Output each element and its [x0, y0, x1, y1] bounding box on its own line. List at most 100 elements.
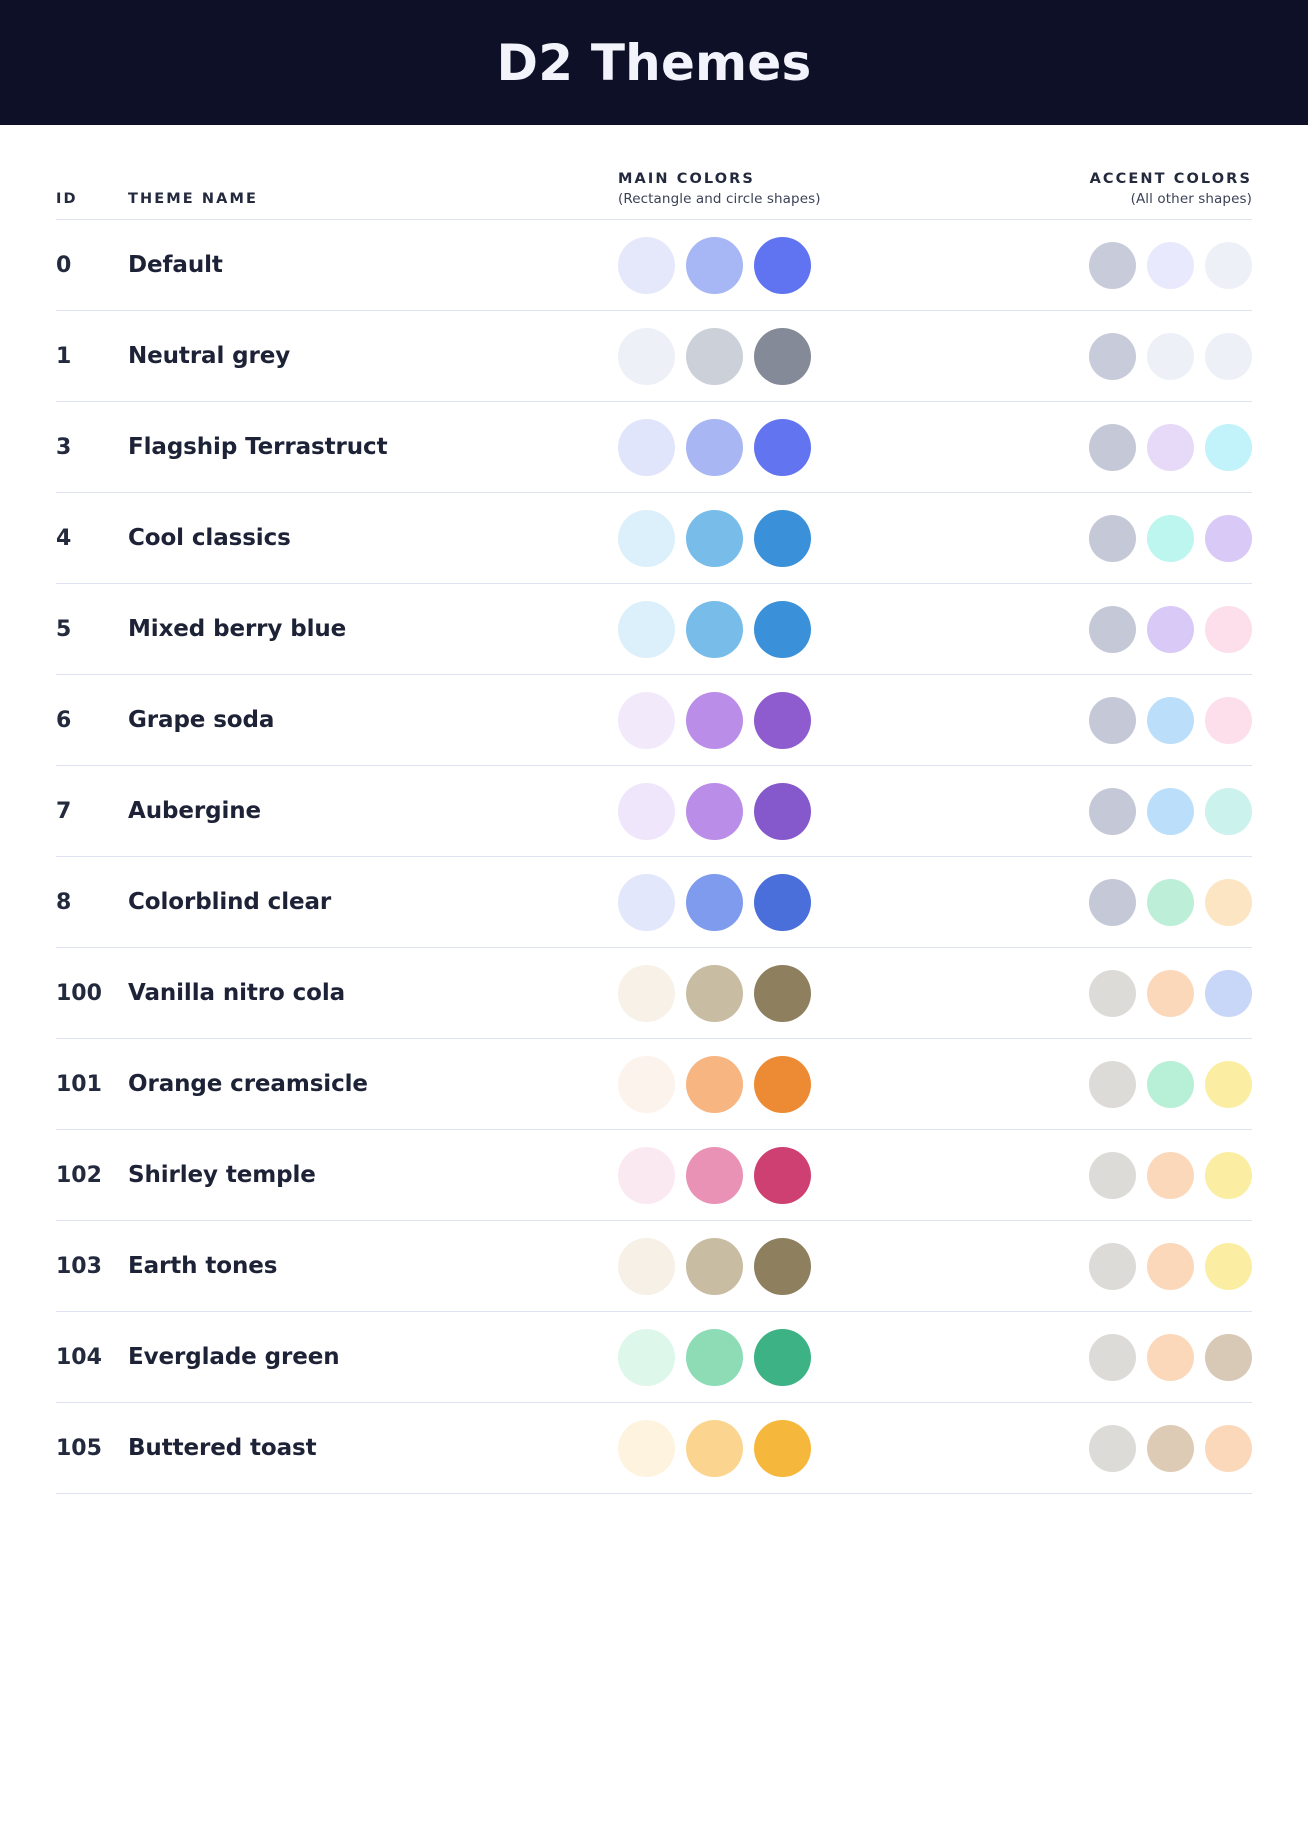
main-color-swatch-1: [618, 327, 675, 385]
main-color-swatch-3: [754, 236, 811, 294]
accent-colors-swatches: [918, 241, 1252, 289]
theme-id: 8: [56, 889, 72, 915]
accent-color-swatch-1: [1089, 1060, 1136, 1108]
accent-color-swatch-2: [1147, 787, 1194, 835]
page-title: D2 Themes: [496, 33, 812, 92]
main-colors-swatches: [618, 1237, 918, 1295]
column-header-accent-colors: ACCENT COLORS: [1089, 171, 1252, 187]
table-row: 105 Buttered toast: [56, 1403, 1252, 1494]
main-color-swatch-3: [754, 782, 811, 840]
theme-name: Everglade green: [128, 1344, 340, 1370]
table-row: 8 Colorblind clear: [56, 857, 1252, 948]
table-row: 7 Aubergine: [56, 766, 1252, 857]
main-color-swatch-3: [754, 327, 811, 385]
accent-colors-swatches: [918, 696, 1252, 744]
theme-name: Mixed berry blue: [128, 616, 347, 642]
theme-id: 3: [56, 434, 72, 460]
theme-id: 6: [56, 707, 72, 733]
main-colors-swatches: [618, 1419, 918, 1477]
accent-color-swatch-1: [1089, 423, 1136, 471]
main-colors-swatches: [618, 1055, 918, 1113]
accent-color-swatch-2: [1147, 605, 1194, 653]
main-color-swatch-3: [754, 964, 811, 1022]
accent-color-swatch-1: [1089, 1333, 1136, 1381]
main-color-swatch-3: [754, 691, 811, 749]
table-row: 101 Orange creamsicle: [56, 1039, 1252, 1130]
accent-color-swatch-3: [1205, 1060, 1252, 1108]
theme-id: 7: [56, 798, 72, 824]
theme-id: 5: [56, 616, 72, 642]
table-row: 100 Vanilla nitro cola: [56, 948, 1252, 1039]
main-color-swatch-2: [686, 236, 743, 294]
theme-id: 103: [56, 1253, 102, 1279]
accent-color-swatch-3: [1205, 241, 1252, 289]
accent-colors-swatches: [918, 1333, 1252, 1381]
column-header-main-colors-wrap: MAIN COLORS (Rectangle and circle shapes…: [618, 171, 918, 207]
theme-name: Default: [128, 252, 223, 278]
main-color-swatch-1: [618, 1419, 675, 1477]
column-header-accent-colors-subtitle: (All other shapes): [1130, 191, 1252, 207]
main-color-swatch-1: [618, 600, 675, 658]
main-color-swatch-1: [618, 1146, 675, 1204]
theme-name: Neutral grey: [128, 343, 291, 369]
main-color-swatch-2: [686, 782, 743, 840]
accent-color-swatch-3: [1205, 1333, 1252, 1381]
accent-color-swatch-2: [1147, 878, 1194, 926]
accent-color-swatch-3: [1205, 878, 1252, 926]
accent-color-swatch-3: [1205, 1242, 1252, 1290]
theme-name: Buttered toast: [128, 1435, 317, 1461]
main-color-swatch-1: [618, 964, 675, 1022]
main-color-swatch-2: [686, 418, 743, 476]
main-colors-swatches: [618, 600, 918, 658]
main-colors-swatches: [618, 418, 918, 476]
accent-color-swatch-3: [1205, 696, 1252, 744]
theme-id: 4: [56, 525, 72, 551]
column-header-theme-name: THEME NAME: [128, 191, 259, 207]
main-color-swatch-2: [686, 1237, 743, 1295]
main-colors-swatches: [618, 236, 918, 294]
accent-color-swatch-1: [1089, 241, 1136, 289]
theme-name: Grape soda: [128, 707, 275, 733]
table-row: 0 Default: [56, 220, 1252, 311]
table-row: 104 Everglade green: [56, 1312, 1252, 1403]
theme-name: Aubergine: [128, 798, 262, 824]
accent-colors-swatches: [918, 514, 1252, 562]
accent-colors-swatches: [918, 1060, 1252, 1108]
accent-color-swatch-2: [1147, 423, 1194, 471]
accent-colors-swatches: [918, 1151, 1252, 1199]
accent-color-swatch-1: [1089, 332, 1136, 380]
column-header-id-wrap: ID: [56, 191, 128, 207]
column-header-id: ID: [56, 191, 78, 207]
accent-color-swatch-1: [1089, 605, 1136, 653]
column-header-accent-colors-wrap: ACCENT COLORS (All other shapes): [918, 171, 1252, 207]
main-color-swatch-1: [618, 691, 675, 749]
theme-id: 105: [56, 1435, 102, 1461]
column-header-main-colors: MAIN COLORS: [618, 171, 755, 187]
main-color-swatch-3: [754, 1237, 811, 1295]
accent-colors-swatches: [918, 605, 1252, 653]
main-colors-swatches: [618, 509, 918, 567]
theme-name: Flagship Terrastruct: [128, 434, 388, 460]
main-color-swatch-2: [686, 1055, 743, 1113]
main-colors-swatches: [618, 1328, 918, 1386]
themes-table: ID THEME NAME MAIN COLORS (Rectangle and…: [0, 125, 1308, 1494]
accent-color-swatch-3: [1205, 514, 1252, 562]
main-colors-swatches: [618, 327, 918, 385]
accent-color-swatch-1: [1089, 1424, 1136, 1472]
main-color-swatch-2: [686, 1419, 743, 1477]
main-color-swatch-3: [754, 1146, 811, 1204]
main-color-swatch-2: [686, 1146, 743, 1204]
table-row: 4 Cool classics: [56, 493, 1252, 584]
accent-color-swatch-3: [1205, 1151, 1252, 1199]
table-row: 5 Mixed berry blue: [56, 584, 1252, 675]
main-color-swatch-3: [754, 1419, 811, 1477]
accent-colors-swatches: [918, 787, 1252, 835]
accent-color-swatch-2: [1147, 332, 1194, 380]
main-color-swatch-2: [686, 1328, 743, 1386]
main-color-swatch-1: [618, 873, 675, 931]
accent-color-swatch-1: [1089, 1242, 1136, 1290]
table-column-headers: ID THEME NAME MAIN COLORS (Rectangle and…: [56, 125, 1252, 220]
main-colors-swatches: [618, 691, 918, 749]
main-color-swatch-2: [686, 509, 743, 567]
theme-name: Vanilla nitro cola: [128, 980, 346, 1006]
